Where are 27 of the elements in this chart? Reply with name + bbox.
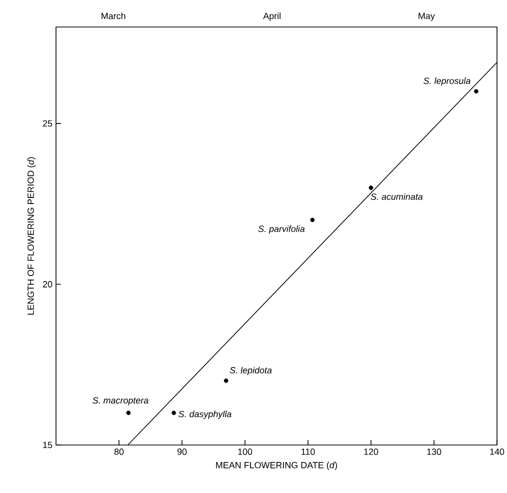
x-tick-label: 100 [238,448,252,455]
y-tick-label: 20 [42,281,52,288]
annotation: S. lepidota [230,366,272,376]
text: April [263,12,280,21]
annotation: S. leprosula [424,77,470,86]
text: May [418,12,435,21]
annotation: S. parvifolia [258,225,305,234]
point [172,410,176,416]
point [368,186,374,190]
x-axis-title: MEAN FLOWERING DATE (d) [216,462,338,470]
annotation: S. macroptera [92,397,148,406]
point [126,410,131,416]
annotation: S. dasyphylla [178,410,232,420]
x-tick-label: 130 [427,448,442,455]
x-tick-label: 110 [302,448,315,455]
y-tick-label: 25 [42,120,52,127]
y-axis-title: LENGTH OF FLOWERING PERIOD (d) [27,157,36,315]
point [224,378,228,383]
x-tick-label: 120 [364,448,378,455]
x-tick-label: 90 [177,448,187,455]
text: March [102,12,126,20]
point [474,89,478,94]
point [310,218,315,222]
x-tick-label: 80 [114,448,124,455]
y-tick-label: 15 [43,442,52,448]
x-tick-label: 140 [490,448,504,455]
annotation: S. acuminata [370,193,423,200]
